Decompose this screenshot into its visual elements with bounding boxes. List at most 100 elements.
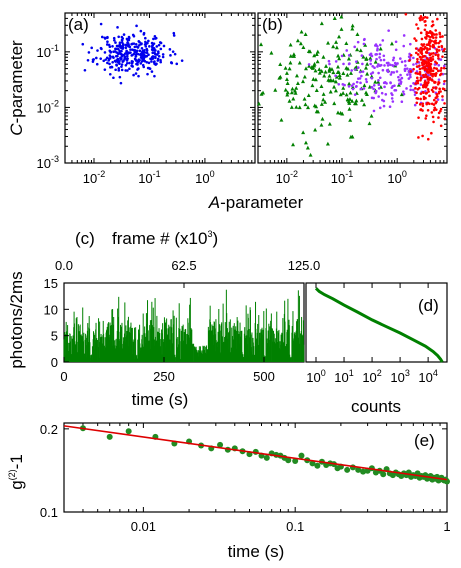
data-point bbox=[376, 44, 379, 48]
fit-line bbox=[63, 425, 448, 481]
data-point bbox=[120, 49, 123, 53]
data-point bbox=[118, 62, 121, 66]
data-point bbox=[90, 46, 93, 50]
data-point bbox=[334, 74, 339, 79]
data-point bbox=[350, 23, 355, 28]
data-point bbox=[429, 58, 432, 62]
data-point bbox=[355, 32, 360, 37]
data-point bbox=[372, 87, 375, 91]
data-point bbox=[421, 54, 425, 58]
data-point bbox=[400, 76, 404, 80]
data-point bbox=[415, 91, 418, 95]
data-point bbox=[129, 51, 132, 54]
x-tick-label: 100 bbox=[387, 169, 406, 186]
data-point bbox=[373, 66, 376, 70]
data-point bbox=[287, 98, 292, 103]
data-point bbox=[256, 101, 261, 106]
data-point bbox=[309, 460, 316, 467]
data-point bbox=[364, 56, 369, 61]
data-point bbox=[344, 466, 351, 473]
data-point bbox=[116, 26, 119, 29]
data-point bbox=[317, 67, 322, 72]
data-point bbox=[347, 81, 352, 86]
top-x-tick-label: 0.0 bbox=[55, 258, 73, 273]
data-point bbox=[417, 136, 420, 139]
data-point bbox=[139, 53, 142, 57]
data-point bbox=[436, 69, 440, 73]
data-point bbox=[412, 88, 415, 92]
data-point bbox=[434, 74, 437, 77]
data-point bbox=[433, 106, 437, 110]
data-point bbox=[429, 72, 433, 75]
data-point bbox=[394, 63, 398, 67]
data-point bbox=[112, 76, 115, 80]
panel-e-ticks: 0.01 0.1 1 0.2 0.1 bbox=[40, 422, 451, 534]
data-point bbox=[428, 40, 431, 44]
data-point bbox=[319, 102, 324, 106]
data-point bbox=[263, 454, 270, 461]
data-point bbox=[317, 70, 322, 75]
data-point bbox=[437, 57, 440, 60]
data-point bbox=[382, 54, 386, 58]
data-point bbox=[387, 61, 390, 65]
data-point bbox=[386, 64, 390, 67]
data-point bbox=[389, 41, 394, 46]
data-point bbox=[106, 40, 109, 44]
data-point bbox=[273, 87, 278, 92]
panel-e-fit bbox=[63, 425, 448, 481]
data-point bbox=[371, 64, 374, 68]
data-point bbox=[133, 45, 137, 49]
data-point bbox=[335, 110, 340, 115]
panel-ab-xlabel: A-parameter bbox=[208, 193, 304, 212]
panel-e-frame bbox=[63, 422, 448, 513]
data-point bbox=[299, 29, 304, 34]
data-point bbox=[361, 54, 366, 59]
data-point bbox=[419, 15, 423, 18]
panel-d-frame bbox=[305, 282, 448, 363]
data-point bbox=[125, 428, 132, 435]
data-point bbox=[419, 92, 423, 95]
x-tick-label: 500 bbox=[253, 369, 275, 384]
data-point bbox=[118, 75, 122, 79]
data-point bbox=[380, 91, 384, 95]
data-point bbox=[109, 50, 113, 54]
data-point bbox=[435, 67, 438, 71]
data-point bbox=[439, 124, 443, 128]
data-point bbox=[350, 84, 354, 88]
data-point bbox=[348, 117, 353, 122]
data-point bbox=[424, 85, 428, 89]
data-point bbox=[118, 43, 121, 46]
panel-d-label: (d) bbox=[418, 296, 439, 315]
data-point bbox=[430, 111, 434, 114]
data-point bbox=[441, 98, 444, 102]
data-point bbox=[153, 74, 156, 78]
data-point bbox=[376, 65, 379, 68]
data-point bbox=[392, 56, 396, 60]
data-point bbox=[416, 81, 420, 85]
data-point bbox=[360, 74, 363, 78]
data-point bbox=[138, 41, 141, 44]
data-point bbox=[418, 103, 422, 106]
data-point bbox=[285, 92, 290, 97]
data-point bbox=[168, 48, 172, 51]
panel-b-frame bbox=[257, 12, 448, 164]
data-point bbox=[328, 89, 333, 94]
data-point bbox=[434, 41, 438, 45]
data-point bbox=[431, 20, 434, 23]
data-point bbox=[328, 62, 331, 66]
y-tick-label: 10-3 bbox=[37, 154, 59, 171]
data-point bbox=[83, 68, 87, 72]
panel-a-ylabel-rest: -parameter bbox=[7, 40, 26, 123]
data-point bbox=[434, 72, 438, 75]
data-point bbox=[307, 63, 312, 68]
data-point bbox=[432, 86, 435, 89]
data-point bbox=[377, 83, 381, 87]
data-point bbox=[362, 42, 366, 46]
data-point bbox=[338, 92, 343, 97]
data-point bbox=[124, 46, 128, 50]
data-point bbox=[430, 88, 434, 92]
data-point bbox=[361, 70, 365, 73]
data-point bbox=[351, 87, 355, 91]
data-point bbox=[122, 43, 125, 46]
data-point bbox=[136, 46, 140, 49]
